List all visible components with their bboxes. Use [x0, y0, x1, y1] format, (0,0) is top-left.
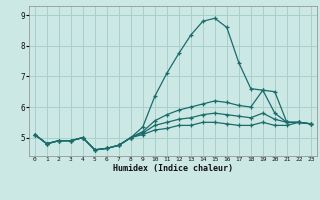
X-axis label: Humidex (Indice chaleur): Humidex (Indice chaleur) [113, 164, 233, 173]
